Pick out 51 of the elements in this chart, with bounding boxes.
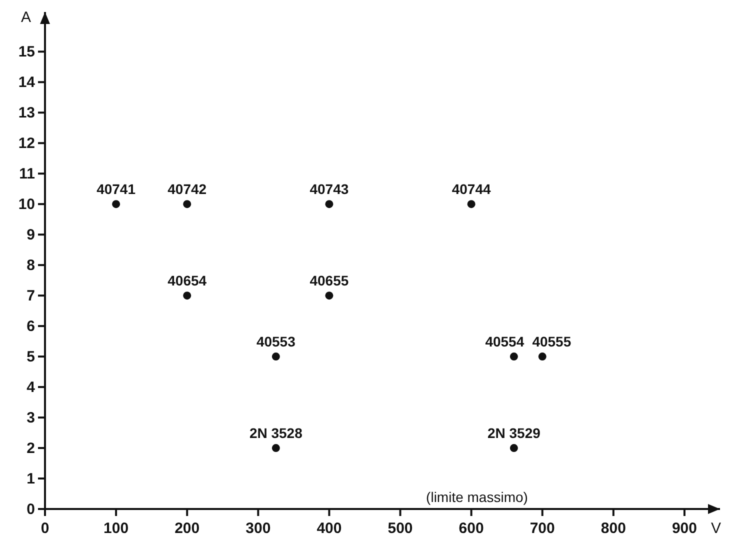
y-tick-label: 10 xyxy=(18,196,35,214)
annotation: 40742 xyxy=(168,181,207,198)
annotation: 2N 3528 xyxy=(249,425,303,442)
annotation: 40743 xyxy=(310,181,349,198)
annotation: (limite massimo) xyxy=(426,489,528,505)
y-tick-label: 7 xyxy=(26,288,35,305)
x-tick-label: 300 xyxy=(246,520,271,537)
y-tick-label: 4 xyxy=(26,379,36,396)
y-tick-label: 13 xyxy=(18,104,35,122)
point xyxy=(325,200,334,208)
annotation: 40553 xyxy=(256,334,296,350)
point xyxy=(510,352,518,361)
point xyxy=(467,200,476,208)
y-tick-label: 6 xyxy=(26,318,35,336)
x-tick-label: 400 xyxy=(316,520,342,537)
x-tick-label: 900 xyxy=(672,520,697,537)
x-tick-label: 600 xyxy=(458,520,484,537)
point xyxy=(272,444,280,452)
annotation: 40654 xyxy=(168,272,207,289)
y-tick-label: 15 xyxy=(18,44,35,61)
y-tick-label: 2 xyxy=(26,440,35,458)
point xyxy=(112,200,120,208)
annotation: 40554 xyxy=(485,334,524,350)
y-tick-label: 12 xyxy=(18,135,35,152)
y-tick-label: 3 xyxy=(26,410,35,427)
x-tick-label: 500 xyxy=(388,520,413,537)
y-tick-label: 9 xyxy=(26,226,35,244)
x-axis-title: V xyxy=(710,520,722,537)
annotation: 40744 xyxy=(452,181,491,198)
annotation: 40655 xyxy=(310,272,349,289)
y-tick-label: 0 xyxy=(26,501,35,518)
x-tick-label: 200 xyxy=(174,520,200,537)
y-tick-label: 1 xyxy=(26,470,35,488)
y-tick-label: 14 xyxy=(18,74,36,92)
y-tick-label: 11 xyxy=(19,166,35,183)
point xyxy=(272,352,280,361)
point xyxy=(510,444,518,452)
annotation: 2N 3529 xyxy=(487,425,541,442)
x-tick-label: 0 xyxy=(40,520,50,537)
point xyxy=(183,292,192,300)
point xyxy=(325,292,334,300)
y-axis-title: A xyxy=(20,9,31,26)
point xyxy=(183,200,192,208)
x-tick-label: 800 xyxy=(600,520,626,537)
y-tick-label: 8 xyxy=(26,257,35,274)
annotation: 40555 xyxy=(532,334,572,350)
point xyxy=(538,352,546,361)
x-tick-label: 100 xyxy=(104,520,129,537)
annotation: 40741 xyxy=(96,181,136,198)
y-tick-label: 5 xyxy=(26,348,35,366)
x-tick-label: 700 xyxy=(530,520,555,537)
